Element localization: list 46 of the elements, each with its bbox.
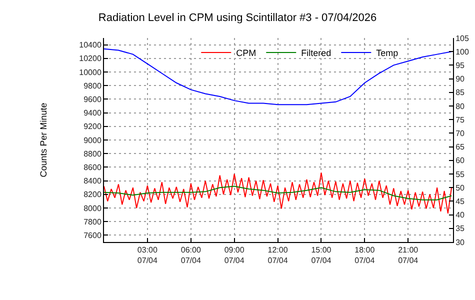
- y-tick-label: 8000: [84, 204, 102, 213]
- x-tick-label: 15:00 07/04: [311, 246, 332, 265]
- line-series: [104, 48, 452, 106]
- y-tick-label: 9200: [84, 122, 102, 132]
- y-tick-label: 9600: [84, 95, 102, 104]
- y2-tick-label: 40: [456, 210, 466, 220]
- y-tick-label: 9400: [84, 108, 102, 118]
- chart-title: Radiation Level in CPM using Scintillator #3 - 07/04/2026: [98, 12, 377, 24]
- y2-tick-label: 65: [456, 142, 466, 152]
- x-tick-label: 03:00 07/04: [137, 246, 158, 265]
- y2-tick-label: 75: [456, 115, 466, 124]
- legend-label: Filtered: [301, 48, 332, 58]
- y2-tick-label: 95: [456, 61, 466, 70]
- line-series: [104, 186, 452, 200]
- y-tick-label: 8800: [84, 149, 102, 158]
- y-tick-label: 9000: [84, 136, 102, 145]
- y2-tick-label: 70: [456, 129, 466, 138]
- legend-label: CPM: [236, 48, 256, 58]
- x-tick-label: 21:00 07/04: [398, 246, 419, 265]
- y2-tick-label: 90: [456, 74, 466, 84]
- x-tick-label: 12:00 07/04: [268, 246, 288, 265]
- y2-tick-label: 80: [456, 102, 466, 111]
- y-tick-label: 8400: [84, 176, 102, 186]
- y2-tick-label: 105: [456, 34, 470, 43]
- y2-tick-label: 35: [456, 224, 466, 234]
- y-tick-label: 7800: [84, 217, 102, 226]
- y2-tick-label: 50: [456, 183, 466, 192]
- y-tick-label: 10200: [79, 54, 102, 64]
- y2-tick-label: 100: [456, 47, 470, 56]
- y2-tick-label: 60: [456, 156, 466, 166]
- y2-tick-label: 55: [456, 170, 466, 179]
- y2-tick-label: 30: [456, 238, 466, 247]
- y-tick-label: 9800: [84, 81, 102, 90]
- y-axis-title: Counts Per Minute: [38, 102, 48, 178]
- y-tick-label: 8600: [84, 163, 102, 172]
- y2-tick-label: 45: [456, 197, 466, 206]
- x-tick-label: 06:00 07/04: [180, 246, 202, 265]
- x-tick-label: 18:00 07/04: [354, 246, 376, 265]
- y-tick-label: 7600: [84, 231, 102, 240]
- legend-label: Temp: [376, 48, 398, 58]
- x-tick-label: 09:00 07/04: [224, 246, 245, 265]
- y-tick-label: 10000: [79, 68, 102, 77]
- y-tick-label: 10400: [79, 40, 102, 50]
- line-series: [104, 172, 452, 214]
- y-tick-label: 8200: [84, 190, 102, 200]
- y2-tick-label: 85: [456, 88, 466, 98]
